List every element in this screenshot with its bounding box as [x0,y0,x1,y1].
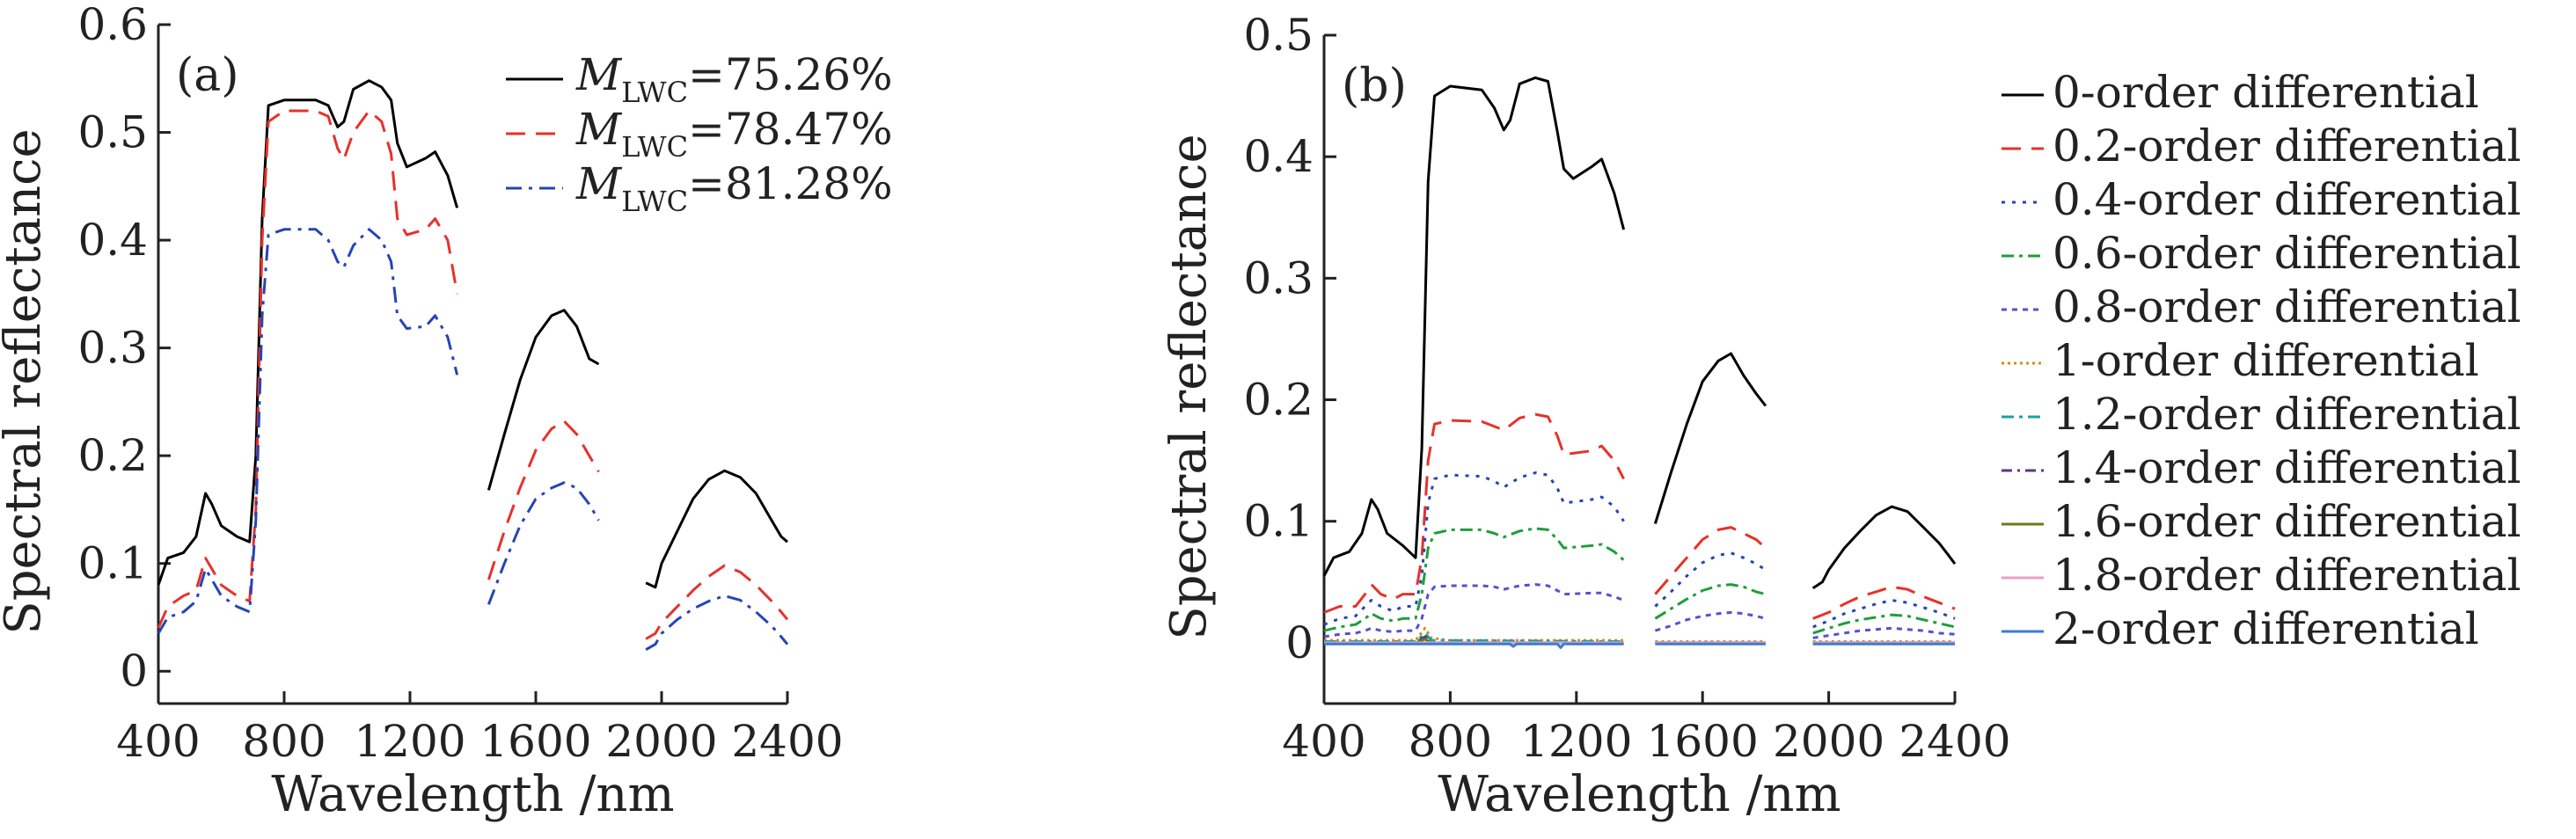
legend-label-subscript: LWC [621,185,688,218]
legend-label: 1.2-order differential [2053,389,2521,440]
series-5 [1323,583,1956,639]
legend-label-main: M [575,104,623,155]
series-line-segment [487,420,600,580]
legend-label: 1.8-order differential [2053,550,2521,601]
series-line-segment [1811,505,1957,589]
panel-b-chart: 400 800 1200 1600 2000 2400 0 0.1 0.2 0.3 0.4 0.5 Wa… [1160,10,2521,823]
series-line-segment [157,228,459,635]
x-axis-label: Wavelength /nm [271,766,674,823]
series-line-segment [1323,412,1625,614]
legend-label: 1-order differential [2053,335,2479,386]
series-2 [157,109,789,640]
series-line-segment [1653,352,1767,524]
series-11 [1324,642,1955,649]
x-tick-label: 800 [1409,716,1492,767]
x-axis-label: Wavelength /nm [1438,766,1841,823]
x-tick-label: 400 [116,716,200,767]
series-4 [1323,527,1956,635]
legend-label: 0.4-order differential [2053,174,2521,225]
series-3 [157,228,789,652]
y-tick-label: 0.1 [77,538,148,589]
legend-label-main: M [575,49,623,100]
series-line-segment [1654,583,1767,620]
x-tick-label: 800 [242,716,326,767]
series-1 [157,79,788,589]
y-tick-label: 0 [1285,617,1314,668]
series-line-segment [157,79,459,586]
series-line-segment [1812,613,1956,635]
series-2 [1323,412,1956,620]
series-line-segment [157,109,459,629]
legend-label-value: =78.47% [688,104,893,155]
legend-label-value: =75.26% [688,49,893,100]
x-tick-label: 400 [1282,716,1365,767]
y-tick-label: 0.6 [77,0,148,50]
x-tick-label: 1600 [479,716,591,767]
series-line-segment [487,481,600,605]
series-line-segment [1812,599,1956,629]
legend-label-main: M [575,158,623,209]
series-line-segment [1654,610,1767,632]
series-line-segment [1323,471,1625,626]
panel-label: (b) [1342,60,1407,113]
legend-label: 0.6-order differential [2053,228,2521,279]
series-line-segment [1324,642,1624,649]
x-tick-label: 1200 [1520,716,1632,767]
legend-label-subscript: LWC [621,76,688,109]
y-axis-label: Spectral reflectance [0,128,52,634]
y-tick-label: 0.1 [1243,496,1314,547]
y-tick-label: 0 [120,646,148,697]
series-line-segment [645,469,788,589]
y-tick-label: 0.3 [77,323,148,374]
y-tick-label: 0.4 [77,215,148,266]
y-tick-label: 0.2 [1243,375,1314,426]
legend-label: 1.6-order differential [2053,496,2521,547]
series-line-segment [1812,585,1956,620]
legend-label: 0.8-order differential [2053,281,2521,332]
legend-label: 0.2-order differential [2053,120,2521,171]
legend: MLWC=75.26%MLWC=78.47%MLWC=81.28% [506,49,893,218]
series-1 [1322,76,1957,589]
x-tick-label: 2000 [1773,716,1884,767]
legend-label: 0-order differential [2053,67,2479,118]
y-axis-label: Spectral reflectance [1160,134,1218,639]
series-line-segment [645,564,789,640]
series-line-segment [1323,583,1625,638]
legend-label: 2-order differential [2053,603,2479,654]
series-line-segment [1812,626,1956,639]
legend-label-value: =81.28% [688,158,893,209]
series-line-segment [645,595,789,652]
legend-label-subscript: LWC [621,130,688,164]
y-tick-label: 0.4 [1243,131,1314,182]
series-line-segment [1654,551,1767,608]
x-tick-label: 1200 [354,716,465,767]
legend-label: MLWC=81.28% [575,158,893,218]
panel-a-chart: 400 800 1200 1600 2000 2400 0 0.1 0.2 0.3 0.4 0.5 0.… [0,0,893,823]
legend-label: MLWC=75.26% [575,49,893,109]
series-line-segment [1654,526,1767,595]
y-tick-label: 0.5 [77,107,148,158]
legend-label: 1.4-order differential [2053,442,2521,493]
x-tick-label: 2400 [731,716,843,767]
y-tick-label: 0.3 [1243,252,1314,303]
y-tick-label: 0.5 [1243,10,1314,61]
series-line-segment [487,309,600,491]
panel-label: (a) [176,49,239,102]
x-tick-label: 2000 [605,716,717,767]
legend-label: MLWC=78.47% [575,104,893,164]
x-tick-label: 2400 [1899,716,2010,767]
series-3 [1323,471,1956,629]
x-tick-label: 1600 [1647,716,1759,767]
y-tick-label: 0.2 [77,430,148,481]
series-line-segment [1323,527,1625,632]
series-line-segment [1322,76,1626,577]
